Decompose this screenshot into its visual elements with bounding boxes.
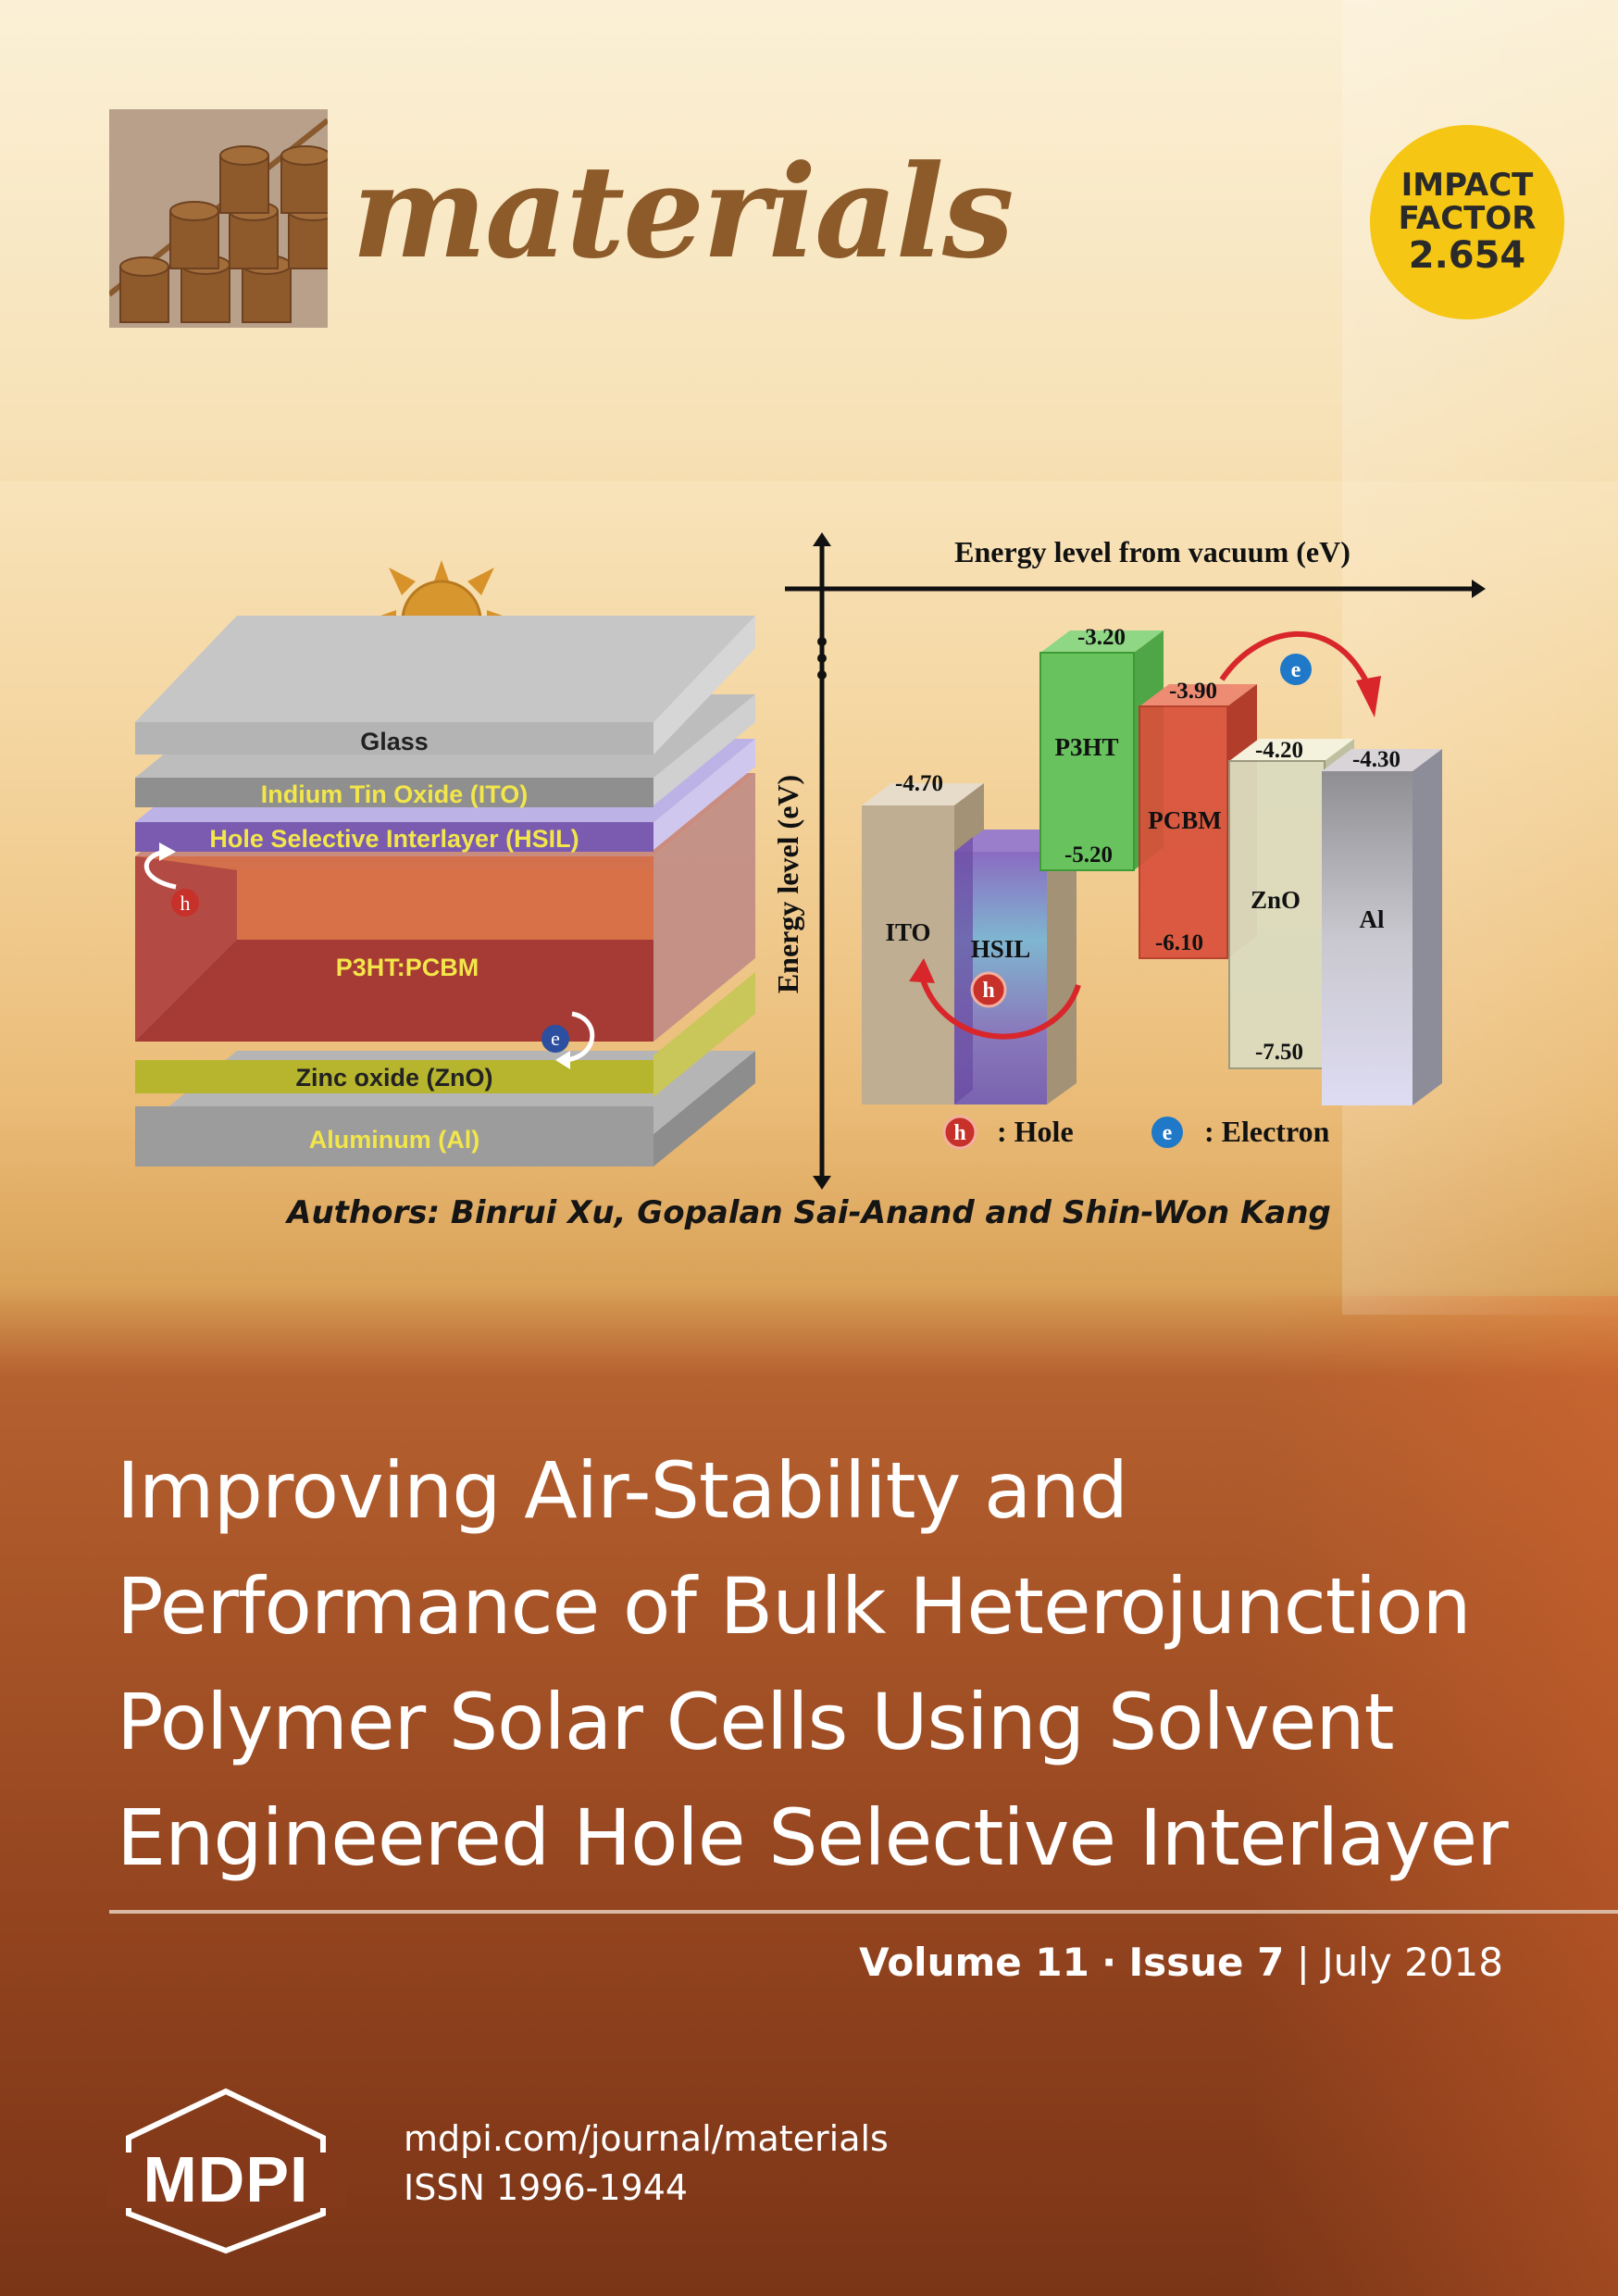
ito-band-label: ITO	[885, 918, 930, 946]
issn: ISSN 1996-1944	[404, 2167, 689, 2208]
figure-authors: Authors: Binrui Xu, Gopalan Sai-Anand an…	[287, 1194, 1331, 1231]
article-title: Improving Air-Stability and Performance …	[117, 1433, 1579, 1896]
glass-label: Glass	[360, 728, 429, 755]
impact-factor-badge: IMPACT FACTOR 2.654	[1370, 125, 1564, 319]
legend-electron-label: : Electron	[1204, 1115, 1330, 1148]
hexagon-icon	[126, 2088, 326, 2254]
divider-line	[109, 1910, 1618, 1914]
p3ht-pcbm-label: P3HT:PCBM	[336, 954, 479, 981]
graphical-abstract: Glass Indium Tin Oxide (ITO) Hole Select…	[135, 532, 1486, 1190]
electron-transfer-arrow-icon	[1219, 630, 1371, 687]
zno-top-value: -4.20	[1255, 738, 1303, 763]
legend-hole-icon	[942, 1115, 977, 1150]
hole-arrow-icon	[144, 849, 177, 890]
ito-top-value: -4.70	[895, 771, 943, 796]
mdpi-logo: MDPI	[106, 2088, 346, 2254]
al-band-label: Al	[1360, 905, 1385, 933]
zno-label: Zinc oxide (ZnO)	[296, 1064, 493, 1092]
journal-name: materials	[352, 136, 1014, 287]
impact-factor-value: 2.654	[1408, 233, 1526, 277]
hole-symbol-icon	[171, 889, 199, 917]
title-line: Polymer Solar Cells Using Solvent	[117, 1677, 1395, 1767]
al-band	[1322, 749, 1442, 1105]
hole-transfer-arrow-icon	[918, 973, 1081, 1040]
issue-label: Issue 7	[1128, 1940, 1285, 1985]
title-line: Improving Air-Stability and	[117, 1445, 1128, 1536]
y-axis-label: Energy level (eV)	[771, 775, 804, 993]
hole-transfer-symbol-icon	[970, 971, 1007, 1008]
device-stack: Glass Indium Tin Oxide (ITO) Hole Select…	[135, 616, 755, 1167]
p3ht-band-label: P3HT	[1054, 733, 1118, 761]
electron-symbol-icon	[541, 1025, 569, 1053]
hsil-band-label: HSIL	[971, 935, 1031, 963]
publisher-name: MDPI	[143, 2143, 309, 2215]
legend-hole-symbol: h	[953, 1121, 965, 1145]
cylinders-logo-icon	[109, 109, 328, 328]
pcbm-bottom-value: -6.10	[1155, 930, 1203, 955]
journal-url[interactable]: mdpi.com/journal/materials	[404, 2118, 889, 2159]
background-panel	[1250, 1296, 1618, 2296]
electron-transfer-symbol-text: e	[1291, 658, 1301, 682]
logo-band	[106, 2152, 346, 2208]
volume-label: Volume 11	[859, 1940, 1089, 1985]
aluminum-label: Aluminum (Al)	[309, 1126, 479, 1154]
electron-transfer-symbol-icon	[1280, 654, 1312, 685]
zno-bottom-value: -7.50	[1255, 1040, 1303, 1065]
electron-arrow-head-icon	[555, 1051, 570, 1069]
legend-hole-label: : Hole	[997, 1115, 1074, 1148]
x-axis-label: Energy level from vacuum (eV)	[954, 535, 1350, 568]
hole-transfer-arrow-head-icon	[909, 958, 935, 983]
pcbm-top-value: -3.90	[1169, 679, 1217, 704]
issue-info: Volume 11 · Issue 7 | July 2018	[859, 1940, 1503, 1985]
hole-transfer-symbol-text: h	[982, 979, 994, 1003]
al-top-value: -4.30	[1352, 747, 1400, 772]
p3ht-top-value: -3.20	[1077, 625, 1126, 650]
journal-logo	[109, 109, 328, 328]
zno-band-label: ZnO	[1251, 886, 1301, 914]
ito-label: Indium Tin Oxide (ITO)	[261, 780, 529, 808]
factor-label: FACTOR	[1398, 200, 1537, 237]
energy-diagram: Energy level from vacuum (eV) Energy lev…	[771, 532, 1486, 1190]
hole-arrow-head-icon	[159, 842, 176, 861]
issue-divider: |	[1296, 1940, 1310, 1985]
issue-date: July 2018	[1322, 1940, 1503, 1985]
hole-symbol-text: h	[180, 892, 191, 915]
hsil-label: Hole Selective Interlayer (HSIL)	[209, 825, 579, 853]
glass-layer	[135, 616, 755, 755]
legend-electron-symbol: e	[1163, 1121, 1173, 1145]
issue-separator: ·	[1101, 1940, 1117, 1985]
pcbm-band-label: PCBM	[1148, 806, 1221, 834]
title-line: Performance of Bulk Heterojunction	[117, 1561, 1472, 1652]
title-line: Engineered Hole Selective Interlayer	[117, 1792, 1509, 1883]
electron-transfer-arrow-head-icon	[1356, 676, 1381, 718]
electron-symbol-text: e	[551, 1027, 560, 1050]
legend-electron-icon	[1151, 1117, 1183, 1148]
electron-arrow-icon	[566, 1011, 595, 1063]
p3ht-bottom-value: -5.20	[1064, 842, 1113, 867]
impact-label: IMPACT	[1400, 167, 1534, 205]
